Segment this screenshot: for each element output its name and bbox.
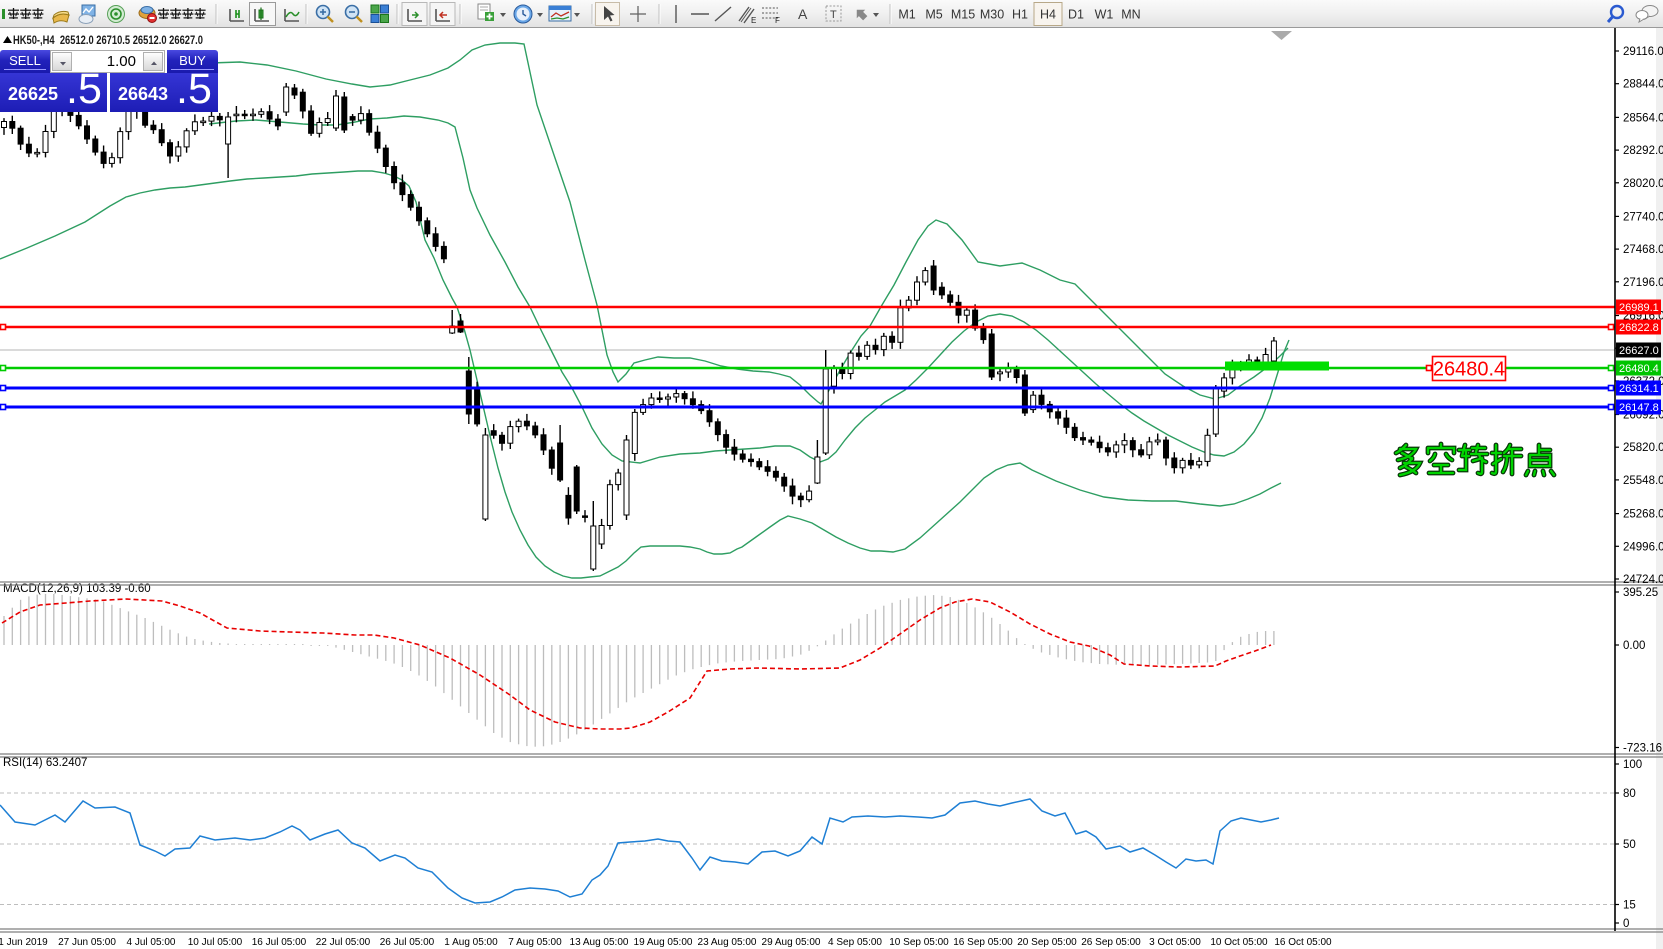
svg-text:26 Jul 05:00: 26 Jul 05:00 [380,937,435,948]
svg-text:1 Aug 05:00: 1 Aug 05:00 [444,937,498,948]
svg-text:395.25: 395.25 [1623,587,1658,599]
svg-text:MACD(12,26,9) 103.39 -0.60: MACD(12,26,9) 103.39 -0.60 [3,583,151,595]
svg-text:-723.16: -723.16 [1623,743,1662,755]
svg-text:26 Sep 05:00: 26 Sep 05:00 [1081,937,1141,948]
svg-text:26147.8: 26147.8 [1619,402,1659,414]
svg-text:4 Sep 05:00: 4 Sep 05:00 [828,937,882,948]
svg-text:H4: H4 [1040,8,1056,22]
svg-text:M15: M15 [951,8,975,22]
svg-text:24996.0: 24996.0 [1623,541,1663,553]
svg-text:29116.0: 29116.0 [1623,46,1663,58]
svg-text:16 Jul 05:00: 16 Jul 05:00 [252,937,307,948]
svg-text:28844.0: 28844.0 [1623,79,1663,91]
svg-text:M5: M5 [925,8,942,22]
svg-text:10 Jul 05:00: 10 Jul 05:00 [188,937,243,948]
svg-text:HK50-,H4 26512.0 26710.5 2651: HK50-,H4 26512.0 26710.5 26512.0 26627.0 [13,35,203,47]
svg-text:25268.0: 25268.0 [1623,509,1663,521]
svg-text:28564.0: 28564.0 [1623,112,1663,124]
svg-text:3 Oct 05:00: 3 Oct 05:00 [1149,937,1201,948]
svg-text:0.00: 0.00 [1623,640,1645,652]
svg-text:80: 80 [1623,788,1636,800]
svg-text:20 Sep 05:00: 20 Sep 05:00 [1017,937,1077,948]
svg-text:E: E [751,16,756,25]
svg-text:10 Sep 05:00: 10 Sep 05:00 [889,937,949,948]
svg-text:27 Jun 05:00: 27 Jun 05:00 [58,937,116,948]
svg-text:0: 0 [1623,918,1629,930]
svg-text:27468.0: 27468.0 [1623,244,1663,256]
svg-text:29 Aug 05:00: 29 Aug 05:00 [762,937,821,948]
svg-text:28292.0: 28292.0 [1623,145,1663,157]
svg-text:26480.4: 26480.4 [1619,363,1659,375]
svg-text:27740.0: 27740.0 [1623,211,1663,223]
svg-text:D1: D1 [1068,8,1084,22]
svg-text:H1: H1 [1012,8,1028,22]
svg-text:1 Jun 2019: 1 Jun 2019 [0,937,48,948]
svg-text:26822.8: 26822.8 [1619,322,1659,334]
svg-text:MN: MN [1121,8,1140,22]
svg-text:10 Oct 05:00: 10 Oct 05:00 [1210,937,1268,948]
svg-text:26989.1: 26989.1 [1619,302,1659,314]
svg-text:F: F [775,16,780,25]
svg-text:26480.4: 26480.4 [1433,359,1505,381]
svg-text:A: A [798,6,808,22]
svg-text:22 Jul 05:00: 22 Jul 05:00 [316,937,371,948]
svg-text:23 Aug 05:00: 23 Aug 05:00 [698,937,757,948]
svg-text:T: T [830,9,837,21]
svg-text:RSI(14) 63.2407: RSI(14) 63.2407 [3,757,87,769]
svg-text:50: 50 [1623,839,1636,851]
svg-text:16 Sep 05:00: 16 Sep 05:00 [953,937,1013,948]
svg-text:27196.0: 27196.0 [1623,277,1663,289]
svg-text:19 Aug 05:00: 19 Aug 05:00 [634,937,693,948]
svg-text:W1: W1 [1095,8,1114,22]
svg-text:M30: M30 [980,8,1004,22]
svg-text:13 Aug 05:00: 13 Aug 05:00 [570,937,629,948]
svg-text:28020.0: 28020.0 [1623,178,1663,190]
svg-text:24724.0: 24724.0 [1623,574,1663,586]
svg-text:26314.1: 26314.1 [1619,383,1659,395]
svg-text:15: 15 [1623,900,1636,912]
svg-text:M1: M1 [898,8,915,22]
svg-text:16 Oct 05:00: 16 Oct 05:00 [1274,937,1332,948]
svg-text:100: 100 [1623,759,1642,771]
svg-text:25548.0: 25548.0 [1623,475,1663,487]
svg-text:4 Jul 05:00: 4 Jul 05:00 [127,937,176,948]
svg-text:25820.0: 25820.0 [1623,442,1663,454]
svg-text:7 Aug 05:00: 7 Aug 05:00 [508,937,562,948]
svg-text:26627.0: 26627.0 [1619,345,1659,357]
